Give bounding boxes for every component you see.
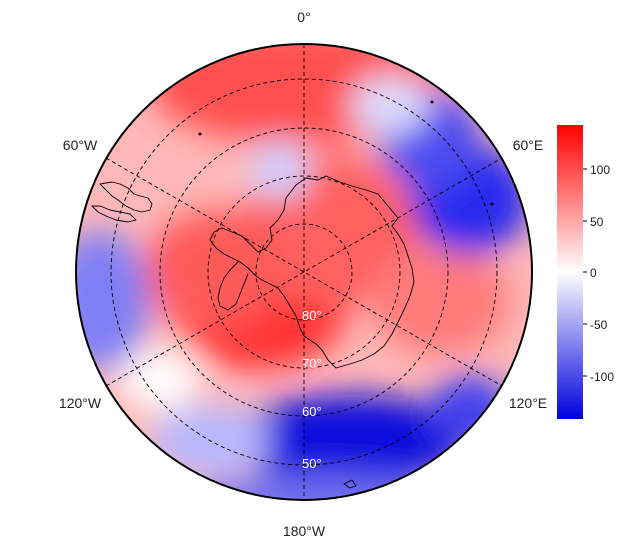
lat-label-60: 60° [302,404,322,419]
colorbar-ramp [557,125,583,419]
anomaly-field [76,44,532,500]
colorbar-tick-label: -50 [590,318,608,332]
lat-label-50: 50° [302,456,322,471]
meridian-120 [105,157,503,387]
meridian-60 [105,157,503,387]
lon-label-180w: 180°W [283,523,326,539]
lat-label-70: 70° [302,356,322,371]
colorbar-tick-label: 0 [590,266,597,280]
graticule [105,44,503,500]
lon-label-0: 0° [297,9,310,25]
colorbar-tick-label: 50 [590,215,604,229]
colorbar: 100 50 0 -50 -100 [557,125,614,419]
lat-circle-80 [255,223,353,321]
antarctic-peninsula [217,261,249,311]
small-island [198,132,202,136]
colorbar-tick-label: 100 [590,163,610,177]
small-island [490,202,494,206]
small-island [430,100,434,104]
map-boundary [75,43,533,501]
lon-label-120w: 120°W [59,395,102,411]
lon-label-60w: 60°W [63,137,98,153]
new-zealand-island [343,479,357,489]
lon-label-120e: 120°E [509,395,547,411]
lon-label-60e: 60°E [513,137,544,153]
lat-label-80: 80° [302,308,322,323]
antarctica-coastline [209,175,415,369]
colorbar-tick-label: -100 [590,370,614,384]
south-america-coastline [99,181,153,213]
coastlines [91,100,494,489]
colorbar-ticks [583,168,587,377]
tierra-del-fuego [91,205,137,223]
